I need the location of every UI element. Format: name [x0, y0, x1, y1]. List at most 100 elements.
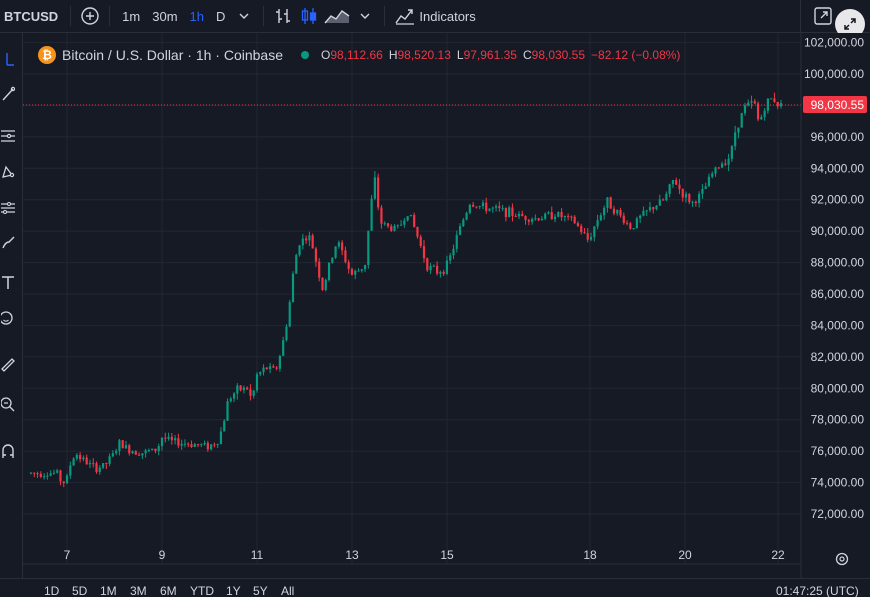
candle-body — [341, 242, 344, 251]
candle-body — [216, 443, 219, 445]
candle-body — [547, 212, 550, 214]
range-5d[interactable]: 5D — [72, 584, 88, 597]
candle-body — [118, 440, 121, 451]
chevron-down-icon[interactable] — [352, 0, 378, 32]
divider — [800, 0, 801, 32]
candle-body — [147, 450, 151, 452]
area-icon[interactable] — [322, 0, 352, 32]
candle-body — [586, 233, 589, 240]
candle-body — [737, 127, 740, 133]
candle-body — [174, 438, 177, 441]
candle-body — [213, 444, 216, 446]
candle-body — [265, 367, 268, 370]
pattern-icon[interactable] — [0, 163, 16, 181]
candle-body — [645, 210, 648, 212]
candle-body — [576, 223, 580, 226]
candle-body — [108, 456, 111, 464]
bar-style-icon[interactable] — [270, 0, 296, 32]
candle-body — [711, 173, 714, 177]
brush-icon[interactable] — [0, 233, 16, 251]
range-1d[interactable]: 1D — [44, 584, 60, 597]
candle-body — [255, 374, 259, 391]
candle-body — [291, 273, 295, 303]
candle-body — [740, 113, 743, 128]
range-ytd[interactable]: YTD — [190, 584, 214, 597]
candle-body — [29, 472, 33, 474]
candle-body — [658, 199, 661, 206]
range-3m[interactable]: 3M — [130, 584, 147, 597]
candle-body — [396, 225, 399, 227]
price-chart[interactable]: 72,000.00 74,000.00 76,000.00 78,000.00 80,0… — [23, 33, 870, 578]
range-1m[interactable]: 1M — [100, 584, 117, 597]
candle-body — [652, 207, 655, 210]
candle-body — [246, 387, 249, 390]
candle-body — [154, 448, 157, 452]
candle-body — [406, 216, 409, 221]
candle-body — [370, 198, 373, 231]
interval-30m[interactable]: 30m — [152, 8, 178, 24]
chevron-down-icon[interactable] — [231, 0, 257, 32]
candle-body — [442, 271, 445, 274]
price-tick-label: 94,000.00 — [811, 161, 865, 175]
screenshot-icon[interactable] — [812, 5, 834, 27]
emoji-icon[interactable] — [0, 309, 16, 327]
text-icon[interactable] — [0, 273, 16, 291]
time-tick-label: 13 — [345, 548, 359, 562]
candle-body — [485, 202, 488, 211]
candle-body — [167, 436, 170, 439]
utc-clock[interactable]: 01:47:25 (UTC) — [776, 584, 859, 597]
interval-1h[interactable]: 1h — [189, 8, 204, 24]
prediction-icon[interactable] — [0, 199, 16, 217]
range-1y[interactable]: 1Y — [226, 584, 241, 597]
crosshair-icon[interactable] — [0, 50, 16, 68]
candle-body — [747, 102, 750, 106]
candle-body — [52, 472, 56, 474]
candle-body — [88, 463, 92, 465]
price-tick-label: 84,000.00 — [811, 318, 865, 332]
range-6m[interactable]: 6M — [160, 584, 177, 597]
candle-body — [62, 481, 65, 484]
symbol-search[interactable]: BTCUSD — [4, 8, 59, 24]
candle-body — [210, 444, 213, 450]
candle-body — [111, 453, 114, 457]
bottom-toolbar: 1D 5D 1M 3M 6M YTD 1Y 5Y All 01:47:25 (U… — [0, 578, 870, 597]
range-all[interactable]: All — [281, 584, 295, 597]
candle-body — [616, 209, 619, 214]
legend-change: −82.12 (−0.08%) — [591, 48, 681, 62]
market-status-icon[interactable] — [300, 51, 309, 59]
candle-body — [137, 454, 141, 456]
candle-body — [629, 223, 632, 229]
candle-body — [82, 457, 85, 460]
magnet-icon[interactable] — [0, 443, 16, 461]
interval-1m[interactable]: 1m — [122, 8, 141, 24]
candle-body — [46, 475, 49, 477]
trendline-icon[interactable] — [0, 85, 16, 103]
settings-icon[interactable] — [835, 552, 849, 566]
candles-icon[interactable] — [296, 0, 322, 32]
candle-body — [521, 213, 524, 216]
candle-body — [776, 101, 779, 107]
legend-title[interactable]: Bitcoin / U.S. Dollar · 1h · Coinbase — [62, 47, 283, 63]
range-5y[interactable]: 5Y — [253, 584, 268, 597]
candle-body — [707, 176, 711, 187]
candle-body — [321, 277, 324, 290]
price-tick-label: 74,000.00 — [811, 476, 865, 490]
time-tick-label: 15 — [440, 548, 454, 562]
zoom-icon[interactable] — [0, 395, 16, 413]
candle-body — [445, 260, 449, 274]
add-symbol-icon[interactable] — [77, 0, 103, 32]
candle-body — [753, 101, 756, 104]
candle-body — [144, 450, 147, 454]
price-tick-label: 86,000.00 — [811, 287, 865, 301]
divider — [109, 6, 111, 26]
interval-d[interactable]: D — [216, 8, 226, 24]
price-tick-label: 80,000.00 — [811, 381, 865, 395]
candle-body — [668, 184, 671, 194]
candle-body — [514, 215, 517, 217]
price-tick-label: 88,000.00 — [811, 256, 865, 270]
candle-body — [314, 248, 318, 262]
indicators-button[interactable]: Indicators — [391, 0, 479, 32]
last-price-label: 98,030.55 — [811, 98, 865, 112]
ruler-icon[interactable] — [0, 355, 16, 373]
fib-icon[interactable] — [0, 127, 16, 145]
